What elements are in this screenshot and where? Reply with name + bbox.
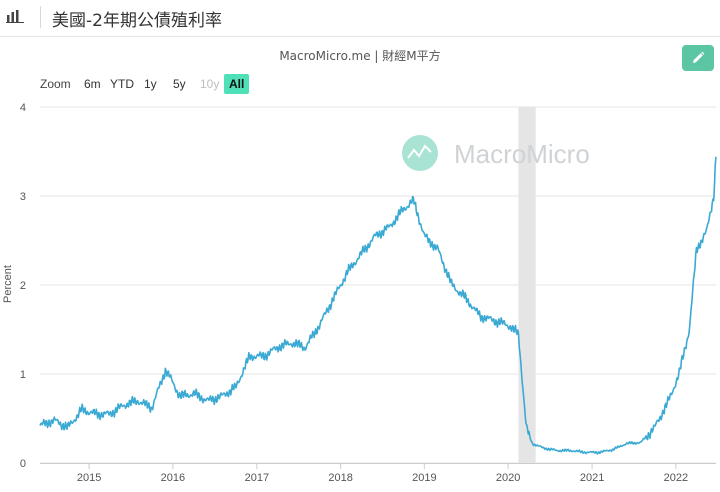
page-title: 美國-2年期公債殖利率 bbox=[52, 11, 222, 31]
y-axis-title: Percent bbox=[2, 265, 14, 303]
x-tick-label: 2018 bbox=[328, 472, 352, 484]
range-button-5y[interactable]: 5y bbox=[173, 77, 186, 91]
gridlines bbox=[40, 106, 716, 464]
range-button-1y[interactable]: 1y bbox=[144, 77, 157, 91]
x-tick-label: 2015 bbox=[77, 472, 101, 484]
x-tick-label: 2020 bbox=[496, 472, 520, 484]
recession-band bbox=[518, 107, 536, 463]
watermark-text: MacroMicro bbox=[454, 139, 590, 169]
series-line bbox=[39, 156, 717, 455]
y-tick-label: 2 bbox=[20, 280, 26, 292]
axes: 0 1 2 3 4 2015 2016 2017 2018 2019 2020 2021 2022 bbox=[20, 102, 716, 484]
range-button-ytd[interactable]: YTD bbox=[110, 77, 134, 91]
header-bar: 美國-2年期公債殖利率 bbox=[0, 0, 720, 36]
range-button-all[interactable]: All bbox=[224, 74, 250, 94]
header-rule bbox=[0, 36, 720, 37]
bar-chart-icon[interactable] bbox=[6, 9, 24, 23]
range-button-10y[interactable]: 10y bbox=[200, 77, 220, 91]
watermark: MacroMicro bbox=[402, 135, 590, 171]
header-divider bbox=[40, 6, 41, 28]
x-tick-label: 2019 bbox=[412, 472, 436, 484]
x-tick-label: 2022 bbox=[664, 472, 688, 484]
recession-band-layer bbox=[518, 107, 536, 463]
y-tick-label: 1 bbox=[20, 369, 26, 381]
y-tick-label: 0 bbox=[20, 458, 26, 470]
zoom-label: Zoom bbox=[40, 77, 71, 91]
series-layer bbox=[39, 156, 717, 455]
x-tick-label: 2017 bbox=[245, 472, 269, 484]
range-button-6m[interactable]: 6m bbox=[84, 77, 101, 91]
watermark-logo-line bbox=[407, 144, 432, 159]
pencil-icon bbox=[693, 51, 705, 63]
x-tick-label: 2016 bbox=[161, 472, 185, 484]
y-tick-label: 3 bbox=[20, 191, 26, 203]
edit-button[interactable] bbox=[682, 45, 714, 71]
x-tick-label: 2021 bbox=[580, 472, 604, 484]
y-tick-label: 4 bbox=[20, 102, 26, 114]
chart-source: MacroMicro.me | 財經M平方 bbox=[279, 49, 441, 63]
